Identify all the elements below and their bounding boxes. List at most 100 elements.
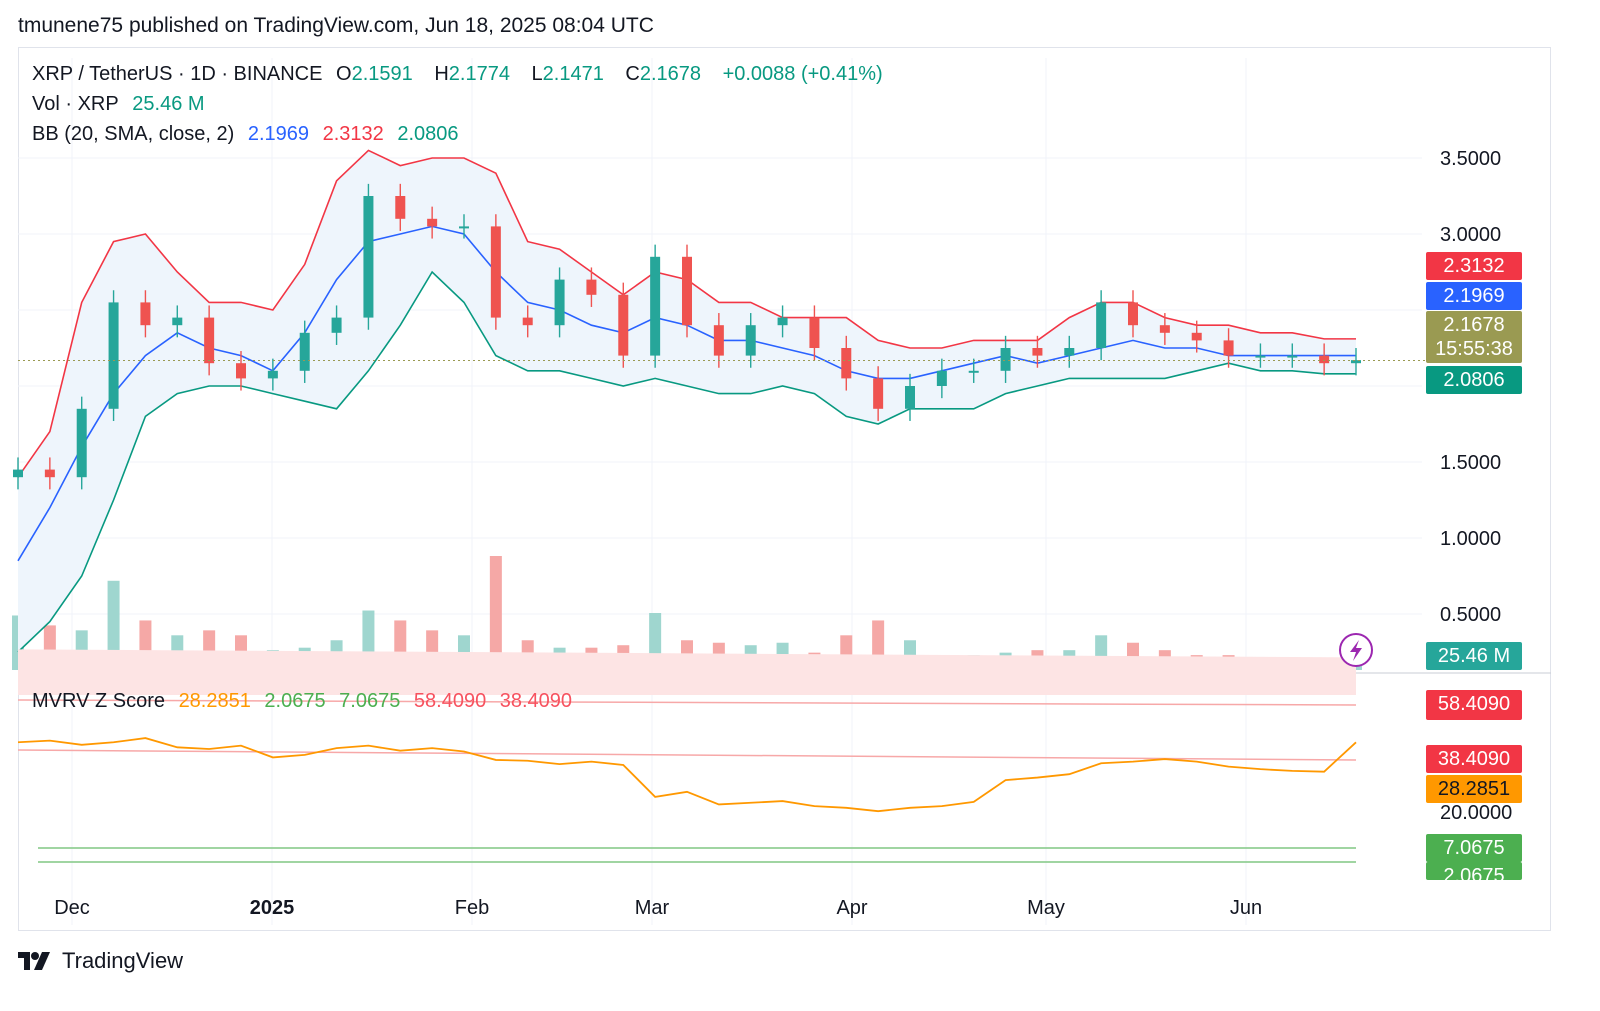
price-tick-label: 1.0000 (1440, 528, 1501, 550)
candle-body (267, 370, 278, 379)
candle-body (363, 196, 374, 318)
candle-body (745, 325, 756, 356)
candle-body (1000, 348, 1011, 371)
candle-body (650, 256, 661, 356)
candle-body (331, 317, 342, 333)
high-value: 2.1774 (448, 63, 510, 85)
candle-body (204, 317, 215, 364)
low-value: 2.1471 (542, 63, 604, 85)
mvrv-pane (17, 649, 1357, 863)
mvrv-line (17, 737, 1357, 813)
time-tick-label: Mar (635, 897, 670, 919)
low-label: L (531, 63, 543, 85)
candle-body (1064, 348, 1075, 356)
candle-body (172, 317, 183, 326)
badge-mvrv-7-text: 7.0675 (1443, 837, 1504, 859)
candle-body (13, 469, 23, 478)
candle-body (1351, 360, 1361, 364)
candle-body (1191, 332, 1202, 341)
time-tick-label: May (1027, 897, 1065, 919)
mvrv-value-1: 2.0675 (264, 690, 326, 712)
publisher-name[interactable]: tmunene75 (18, 14, 124, 37)
candle-body (1287, 355, 1298, 358)
candle-body (459, 226, 469, 229)
mvrv-red-band (18, 649, 1356, 695)
candle-body (1255, 355, 1266, 358)
mvrv-value-0: 28.2851 (178, 690, 251, 712)
candle-body (713, 325, 724, 356)
volume-bar (107, 580, 120, 670)
tradingview-logo[interactable]: TradingView (18, 948, 183, 974)
price-tick-label: 1.5000 (1440, 452, 1501, 474)
lightning-bolt (1350, 640, 1362, 661)
candle-body (140, 302, 151, 326)
change-value: +0.0088 (+0.41%) (722, 63, 883, 85)
mvrv-value-4: 38.4090 (499, 690, 573, 712)
candle-body (554, 279, 565, 326)
published-on-text: published on TradingView.com, (128, 14, 420, 37)
candle-body (522, 317, 533, 326)
mvrv-label[interactable]: MVRV Z Score (32, 690, 165, 712)
bb-fill (18, 150, 1356, 652)
badge-mvrv-58-text: 58.4090 (1438, 693, 1510, 715)
high-label: H (434, 63, 449, 85)
candle-body (236, 363, 246, 379)
publish-header: tmunene75 published on TradingView.com, … (18, 14, 654, 38)
badge-mvrv-28-text: 28.2851 (1438, 778, 1510, 800)
badge-mvrv-28 (1426, 775, 1522, 803)
mvrv-band-upper-line (17, 699, 1357, 706)
open-value: 2.1591 (351, 63, 413, 85)
candle-body (905, 386, 915, 409)
volume-label[interactable]: Vol · XRP (32, 93, 119, 115)
badge-bb-basis (1426, 282, 1522, 310)
volume-value: 25.46 M (132, 93, 205, 115)
axes: 3.5000 3.0000 1.5000 1.0000 0.5000 20.0000 Dec… (54, 148, 1512, 919)
candle-body (1032, 348, 1043, 356)
badge-volume (1426, 642, 1522, 670)
close-value: 2.1678 (639, 63, 701, 85)
badge-mvrv-58 (1426, 690, 1522, 720)
candle-body (841, 348, 852, 379)
badge-bb-upper-text: 2.3132 (1443, 255, 1504, 277)
candle-body (395, 196, 406, 219)
time-tick-label: 2025 (250, 897, 295, 919)
bb-label[interactable]: BB (20, SMA, close, 2) (32, 123, 235, 145)
badge-last-price-text: 15:55:38 (1435, 338, 1513, 360)
candle-body (299, 332, 310, 371)
badge-mvrv-7 (1426, 834, 1522, 862)
candle-body (1159, 325, 1170, 333)
candle-body (809, 317, 820, 348)
legend-symbol-line: XRP / TetherUS · 1D · BINANCE O2.1591 H2… (32, 63, 891, 86)
badge-mvrv-2 (1426, 862, 1522, 880)
grid (18, 58, 1551, 925)
time-tick-label: Feb (455, 897, 489, 919)
candle-body (427, 218, 438, 227)
candle-body (777, 317, 788, 326)
volume-bar (489, 556, 502, 670)
legend-volume-line: Vol · XRP 25.46 M (32, 93, 213, 116)
badge-bb-basis-text: 2.1969 (1443, 285, 1504, 307)
candle-body (44, 469, 55, 478)
mvrv-value-2: 7.0675 (339, 690, 401, 712)
open-label: O (336, 63, 352, 85)
price-tick-label: 3.5000 (1440, 148, 1501, 170)
badge-volume-text: 25.46 M (1438, 645, 1510, 667)
price-tick-label: 0.5000 (1440, 604, 1501, 626)
mvrv-tick-label: 20.0000 (1440, 802, 1512, 824)
badge-last-price (1426, 311, 1522, 363)
time-tick-label: Apr (836, 897, 867, 919)
publish-timestamp: Jun 18, 2025 08:04 UTC (425, 14, 654, 37)
badge-mvrv-2-text: 2.0675 (1443, 865, 1504, 887)
badge-bb-lower-text: 2.0806 (1443, 369, 1504, 391)
mvrv-band-lower-line (17, 749, 1357, 761)
candle-body (1319, 355, 1330, 364)
candle-body (76, 408, 87, 478)
bb-basis-value: 2.1969 (247, 123, 310, 145)
candle-body (490, 226, 501, 318)
bollinger-bands (17, 149, 1356, 653)
symbol-name[interactable]: XRP / TetherUS · 1D · BINANCE (32, 63, 323, 85)
candle-body (1223, 340, 1234, 356)
candle-body (1128, 302, 1138, 326)
